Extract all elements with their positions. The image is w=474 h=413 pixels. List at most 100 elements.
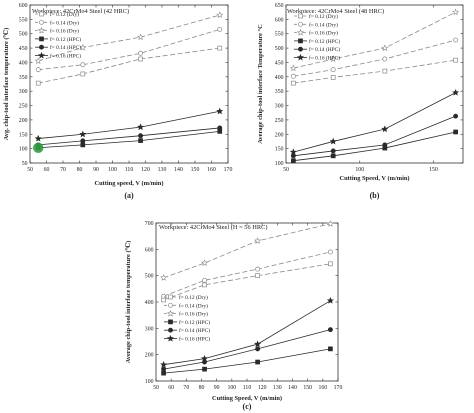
x-tick-label: 170 [334,385,343,391]
y-tick-label: 500 [145,274,154,280]
series-line [163,251,331,297]
x-tick-label: 160 [207,167,216,173]
x-tick-label: 110 [125,167,134,173]
data-point [254,340,262,348]
legend-marker [298,13,303,19]
data-point [326,220,334,227]
legend-marker [37,51,46,59]
legend-marker [37,26,46,34]
legend-marker [168,319,173,325]
data-point [453,37,459,43]
x-tick-label: 130 [158,167,167,173]
x-tick-label: 120 [258,385,267,391]
data-point [202,277,207,283]
data-point [254,237,262,244]
x-tick-label: 70 [183,385,189,391]
legend-marker [296,28,305,36]
x-tick-label: 150 [303,385,312,391]
data-point [79,43,87,51]
y-tick-label: 550 [275,32,284,38]
legend-entry: f= 0.14 (HPC) [50,44,81,51]
x-tick-label: 150 [191,167,200,173]
legend-entry: f= 0.16 (Dry) [179,311,208,318]
legend-entry: f= 0.16 (HPC) [309,55,340,62]
data-point [138,50,143,56]
x-tick-label: 50 [27,167,33,173]
series-1 [35,45,223,86]
series-4 [35,129,223,151]
series-line [163,223,331,279]
data-point [138,133,143,139]
data-point [80,142,86,148]
series-line [293,92,456,153]
y-tick-label: 350 [19,75,28,81]
data-point [330,148,336,154]
series-line [163,300,331,366]
data-point [137,33,145,41]
x-tick-label: 120 [141,167,150,173]
x-axis-title: Cutting Speed, V (m/min) [212,395,282,402]
workpiece-caption: Workpiece: 42CrMo4 Steel (42 HRC) [32,8,129,15]
data-point [137,123,145,131]
y-axis-title: Average chip-tool interface Temperature … [257,24,264,144]
y-tick-label: 700 [145,221,154,227]
legend-entry: f= 0.12 (Dry) [50,11,79,18]
data-point [453,113,459,119]
legend-marker [296,53,305,61]
x-tick-label: 160 [318,385,327,391]
data-point [330,67,336,73]
y-tick-label: 600 [19,3,28,9]
data-point [452,8,460,16]
x-tick-label: 60 [44,167,50,173]
y-axis-title: Avg. chip-tool interface temperature (℃) [3,28,10,141]
data-point [381,44,389,52]
data-point [79,130,87,138]
series-6 [289,88,460,156]
legend-marker [39,36,44,42]
legend-entry: f= 0.14 (HPC) [179,327,210,334]
workpiece-caption: Workpiece: 42CrMo4 Steel (48 HRC) [287,8,384,15]
data-point [201,259,209,267]
x-tick-label: 140 [174,167,183,173]
y-tick-label: 350 [275,89,284,95]
data-point [291,158,296,164]
data-point [138,138,143,143]
data-point [327,327,333,333]
data-point [160,274,168,281]
series-4 [291,129,458,164]
data-point [453,57,458,63]
plot-frame [285,4,464,164]
series-line [38,110,220,139]
y-tick-label: 200 [275,132,284,138]
panel-label: (c) [243,402,252,411]
x-tick-label: 170 [224,167,233,173]
data-point [255,266,261,272]
series-5 [290,113,459,159]
data-point [327,249,333,255]
data-point [216,11,224,19]
y-tick-label: 650 [275,3,284,9]
legend-marker [168,302,173,308]
y-tick-label: 100 [145,379,154,385]
legend-marker [168,327,173,333]
series-line [293,39,456,77]
data-point [201,354,209,362]
legend-marker [166,334,175,342]
legend: f= 0.12 (Dry)f= 0.14 (Dry)f= 0.16 (Dry)f… [294,13,340,62]
legend-entry: f= 0.16 (HPC) [179,336,210,343]
y-tick-label: 200 [19,118,28,124]
x-tick-label: 80 [77,167,83,173]
legend-marker [39,19,44,25]
legend-entry: f= 0.16 (Dry) [309,30,338,37]
x-tick-label: 60 [168,385,174,391]
x-tick-label: 80 [199,385,205,391]
x-tick-label: 100 [227,385,236,391]
x-tick-label: 90 [93,167,99,173]
data-point [328,261,333,267]
x-tick-label: 100 [355,167,364,173]
legend-entry: f= 0.14 (Dry) [179,302,208,309]
data-point [328,346,333,352]
legend-marker [168,294,173,300]
series-line [38,47,220,84]
